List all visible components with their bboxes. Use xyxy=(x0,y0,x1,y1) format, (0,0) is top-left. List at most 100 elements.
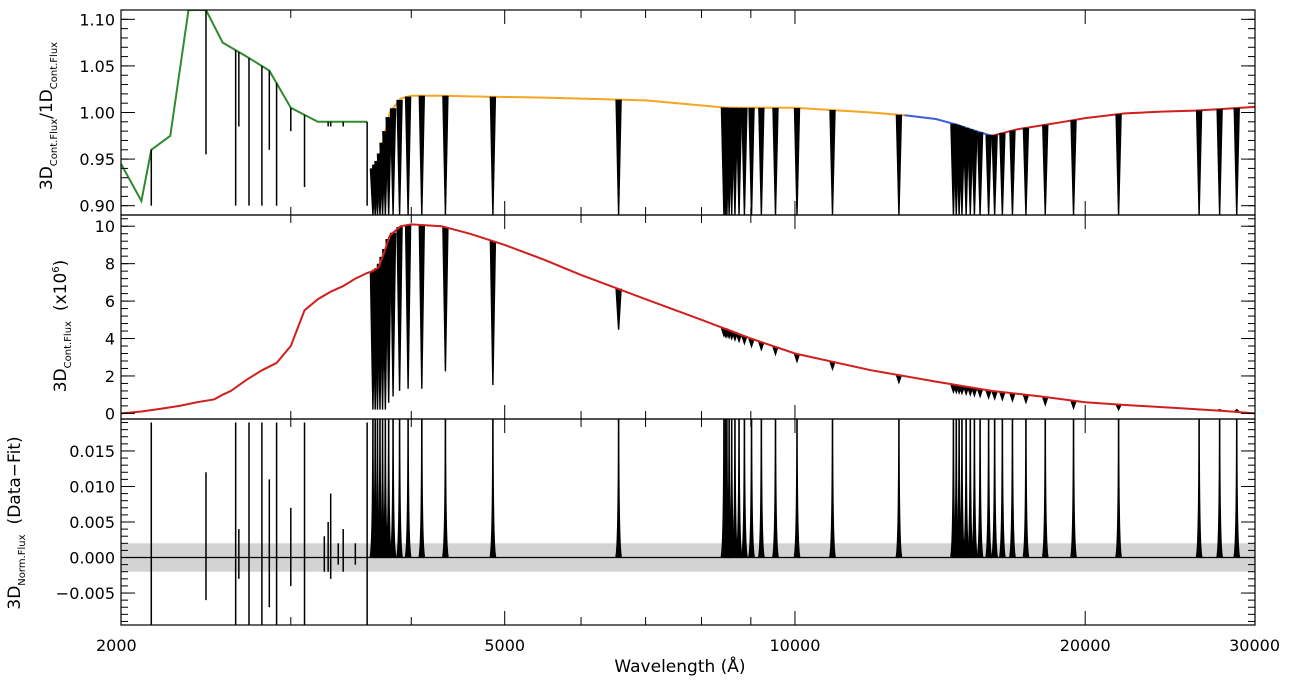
ratio-absorption-line xyxy=(1216,109,1223,215)
residual-line-feature xyxy=(740,419,749,559)
residual-line-feature xyxy=(731,419,739,559)
residual-line-feature xyxy=(970,419,979,559)
flux-absorption-line xyxy=(396,227,403,391)
mid-ylabel-main: 3D xyxy=(51,368,71,392)
residual-line-feature xyxy=(735,419,743,559)
bot-ylabel-suffix: (Data−Fit) xyxy=(5,436,25,524)
bottom-panel-plot xyxy=(121,419,1255,625)
ratio-absorption-line xyxy=(489,96,497,215)
residual-line-feature xyxy=(966,419,975,559)
flux-absorption-line xyxy=(1009,392,1016,403)
y-tick-label: 10 xyxy=(95,217,115,236)
ratio-absorption-line xyxy=(772,107,779,215)
y-tick-label: 0.005 xyxy=(69,513,115,532)
y-tick-label: −0.005 xyxy=(56,584,115,603)
x-axis-label: Wavelength (Å) xyxy=(614,655,745,677)
residual-line-feature xyxy=(990,419,999,559)
ratio-spectrum-black xyxy=(372,95,905,169)
flux-absorption-line xyxy=(793,353,801,364)
ratio-absorption-line xyxy=(389,108,397,215)
residual-line-feature xyxy=(1041,419,1050,559)
y-tick-label: 0 xyxy=(105,404,115,423)
ratio-fit-red_fit xyxy=(991,105,1255,137)
ratio-absorption-line xyxy=(991,135,998,215)
ratio-fit-orange_fit xyxy=(372,94,905,169)
ratio-absorption-line xyxy=(735,107,743,215)
middle-panel-plot xyxy=(121,223,1255,415)
ratio-fit-green_fit xyxy=(121,10,368,204)
ratio-absorption-line xyxy=(385,117,392,215)
x-tick-label: 30000 xyxy=(1229,636,1280,655)
residual-line-feature xyxy=(1069,419,1078,559)
y-tick-label: 1.05 xyxy=(79,57,115,76)
residual-line-feature xyxy=(747,419,756,559)
ratio-absorption-line xyxy=(976,132,984,215)
ratio-absorption-line xyxy=(1070,120,1077,215)
ratio-absorption-line xyxy=(999,133,1006,215)
residual-line-feature xyxy=(1215,419,1224,559)
bottom-panel-y-axis-label: 3DNorm.Flux (Data−Fit) xyxy=(5,436,28,609)
residual-line-feature xyxy=(1195,419,1203,559)
ratio-absorption-line xyxy=(971,130,978,215)
flux-absorption-line xyxy=(735,333,743,344)
y-tick-label: 0.010 xyxy=(69,477,115,496)
flux-absorption-line xyxy=(895,374,903,385)
residual-line-feature xyxy=(984,419,993,559)
flux-absorption-line xyxy=(1042,396,1049,407)
y-tick-label: 4 xyxy=(105,330,115,349)
top-panel-plot xyxy=(121,10,1255,215)
y-tick-label: 2 xyxy=(105,367,115,386)
flux-absorption-line xyxy=(829,361,836,372)
y-tick-label: 0.015 xyxy=(69,442,115,461)
ratio-absorption-line xyxy=(442,95,449,215)
y-tick-label: 0.000 xyxy=(69,549,115,568)
residual-line-feature xyxy=(389,419,397,559)
y-tick-label: 1.10 xyxy=(79,10,115,29)
ratio-absorption-line xyxy=(1233,108,1240,215)
ratio-absorption-line xyxy=(615,99,622,215)
flux-absorption-line xyxy=(971,387,978,398)
residual-line-feature xyxy=(441,419,450,559)
residual-line-feature xyxy=(998,419,1007,559)
ratio-absorption-line xyxy=(1022,127,1030,215)
top-panel-y-axis-label: 3DCont.Flux/1DCont.Flux xyxy=(37,42,60,190)
residual-line-feature xyxy=(404,419,412,559)
residual-line-feature xyxy=(958,419,966,559)
top-ylabel-sub1: Cont.Flux xyxy=(49,119,60,166)
continuum-fit-red xyxy=(121,223,1255,415)
flux-absorption-line xyxy=(991,391,998,401)
ratio-absorption-line xyxy=(962,127,970,215)
ratio-absorption-line xyxy=(758,107,765,215)
residual-line-feature xyxy=(418,419,426,559)
y-tick-label: 6 xyxy=(105,292,115,311)
x-tick-label: 2000 xyxy=(96,636,137,655)
ratio-absorption-line xyxy=(1042,124,1049,215)
bot-ylabel-main: 3D xyxy=(5,586,25,610)
flux-absorption-line xyxy=(741,335,748,346)
residual-line-feature xyxy=(1008,419,1017,559)
y-tick-label: 8 xyxy=(105,255,115,274)
residual-line-feature xyxy=(614,419,623,559)
flux-absorption-line xyxy=(418,224,426,389)
panel-frame-1 xyxy=(120,214,1256,420)
flux-absorption-line xyxy=(615,288,622,330)
ratio-absorption-line xyxy=(895,114,903,215)
residual-line-feature xyxy=(828,419,837,559)
flux-absorption-line xyxy=(1115,404,1122,412)
residual-line-feature xyxy=(1022,419,1030,559)
residual-line-feature xyxy=(771,419,780,559)
flux-absorption-line xyxy=(442,227,449,372)
chart-panels: 0.90 0.95 1.00 1.05 1.10 0 2 4 6 8 10 −0.005 0.000 0.… xyxy=(56,9,1280,655)
ratio-absorption-line xyxy=(793,107,801,215)
mid-ylabel-sub: Cont.Flux xyxy=(63,321,74,368)
residual-line-feature xyxy=(395,419,404,559)
ratio-absorption-line xyxy=(748,107,755,215)
flux-absorption-line xyxy=(748,338,755,349)
residual-line-feature xyxy=(384,419,393,559)
mid-ylabel-unit-sup: 6 xyxy=(51,266,62,272)
middle-panel-y-axis-label: 3DCont.Flux (x106) xyxy=(51,260,74,393)
residual-line-feature xyxy=(976,419,984,559)
flux-absorption-line xyxy=(985,390,992,401)
mid-ylabel-unit-prefix: (x10 xyxy=(51,273,71,311)
